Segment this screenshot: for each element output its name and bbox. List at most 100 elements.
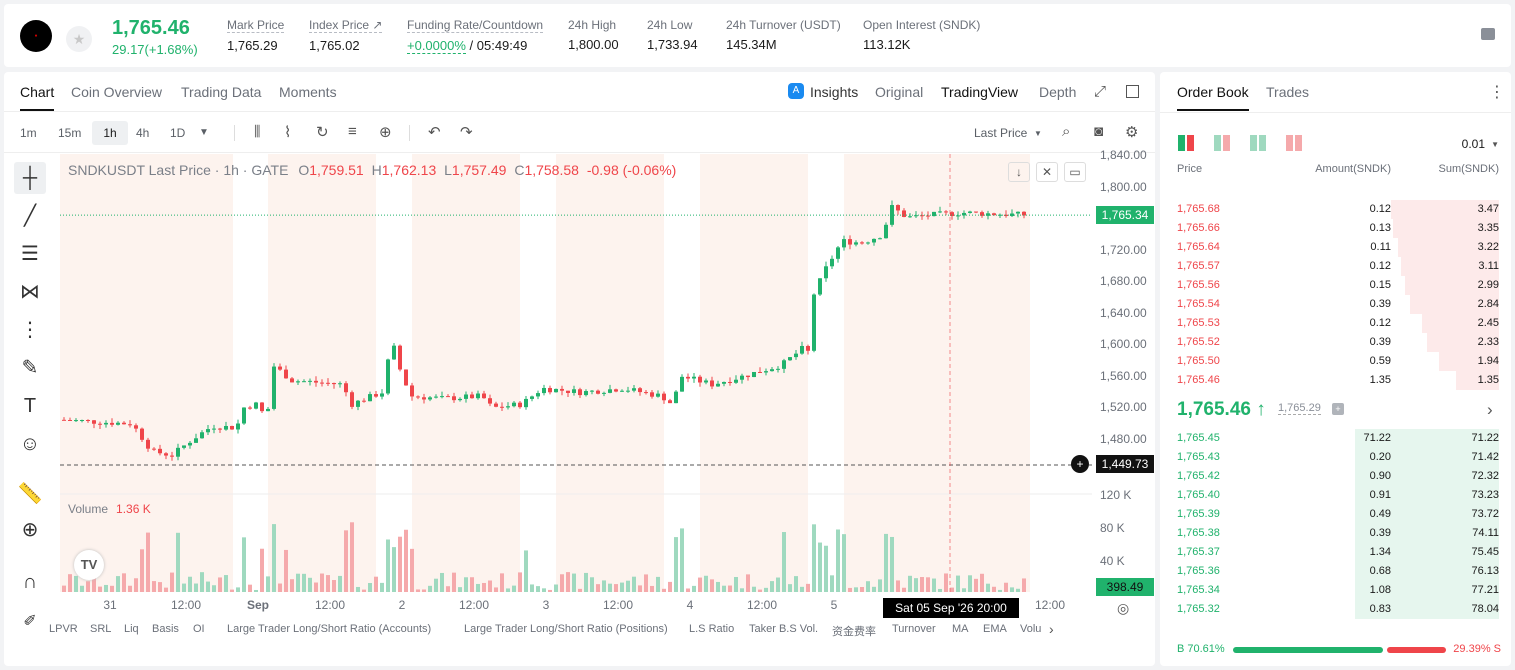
magnet-icon[interactable]: ∩ (22, 571, 38, 593)
favorite-star-icon[interactable]: ★ (66, 26, 92, 52)
indicator-item[interactable]: Large Trader Long/Short Ratio (Positions… (464, 623, 668, 635)
view-bids-icon[interactable] (1214, 135, 1230, 151)
indicator-item[interactable]: 资金费率 (832, 626, 876, 638)
bids-row[interactable]: 1,765.45 71.22 71.22 (1160, 429, 1511, 448)
price-type-select[interactable]: Last Price (974, 126, 1028, 140)
add-alert-icon[interactable]: + (1071, 455, 1089, 473)
volume-bar (410, 548, 414, 592)
crosshair-icon[interactable]: ┼ (14, 162, 46, 194)
bids-row[interactable]: 1,765.38 0.39 74.11 (1160, 524, 1511, 543)
tab-trading-data[interactable]: Trading Data (181, 84, 262, 100)
volume-bar (314, 582, 318, 592)
indicator-item[interactable]: Basis (152, 623, 179, 635)
text-icon[interactable]: T (23, 395, 37, 417)
bids-row[interactable]: 1,765.40 0.91 73.23 (1160, 486, 1511, 505)
stat-index-price[interactable]: Index Price ↗ 1,765.02 (309, 18, 383, 53)
tab-trades[interactable]: Trades (1266, 84, 1310, 100)
tab-depth[interactable]: Depth (1039, 84, 1077, 100)
add-indicator-icon[interactable]: ⊕ (379, 124, 392, 141)
expand-icon[interactable]: ⤢ (1094, 83, 1107, 100)
brush-icon[interactable]: ✎ (21, 357, 39, 379)
price-type-dropdown-icon[interactable]: ▼ (1034, 129, 1042, 138)
interval-4h[interactable]: 4h (136, 126, 150, 140)
asks-row[interactable]: 1,765.50 0.59 1.94 (1160, 352, 1511, 371)
zoom-in-icon[interactable]: ⊕ (21, 519, 39, 541)
ruler-icon[interactable]: 📏 (17, 483, 43, 505)
indicator-item[interactable]: SRL (90, 623, 112, 635)
view-both-icon[interactable] (1178, 135, 1194, 151)
bids-row[interactable]: 1,765.37 1.34 75.45 (1160, 543, 1511, 562)
view-buy-icon[interactable] (1250, 135, 1266, 151)
indicator-item[interactable]: LPVR (49, 623, 78, 635)
asks-row[interactable]: 1,765.57 0.12 3.11 (1160, 257, 1511, 276)
gear-icon[interactable]: ⚙ (1125, 124, 1139, 141)
trend-line-icon[interactable]: ╱ (23, 205, 37, 227)
interval-1d[interactable]: 1D (170, 126, 186, 140)
horizontal-lines-icon[interactable]: ☰ (21, 243, 39, 265)
bids-row[interactable]: 1,765.36 0.68 76.13 (1160, 562, 1511, 581)
fullscreen-icon[interactable]: ▭ (1064, 162, 1086, 182)
indicator-item[interactable]: Turnover (892, 623, 936, 635)
indicators-icon[interactable]: ⌇ (284, 124, 292, 141)
indicator-item[interactable]: Large Trader Long/Short Ratio (Accounts) (227, 623, 432, 635)
bids-row[interactable]: 1,765.39 0.49 73.72 (1160, 505, 1511, 524)
tab-insights[interactable]: Insights (810, 84, 859, 100)
asks-row[interactable]: 1,765.53 0.12 2.45 (1160, 314, 1511, 333)
asks-row[interactable]: 1,765.66 0.13 3.35 (1160, 219, 1511, 238)
precision-select[interactable]: 0.01 (1461, 137, 1485, 151)
more-icon[interactable]: ⋮ (1489, 84, 1505, 101)
asks-row[interactable]: 1,765.54 0.39 2.84 (1160, 295, 1511, 314)
candle-type-icon[interactable]: ⫼ (254, 123, 261, 139)
precision-dropdown-icon[interactable]: ▼ (1491, 140, 1499, 149)
tab-order-book[interactable]: Order Book (1177, 84, 1249, 111)
pencil-icon[interactable]: ✐ (23, 613, 37, 630)
undo-icon[interactable]: ↶ (428, 124, 441, 141)
bids-row[interactable]: 1,765.32 0.83 78.04 (1160, 600, 1511, 619)
view-asks-icon[interactable] (1286, 135, 1302, 151)
interval-15m[interactable]: 15m (58, 126, 82, 140)
interval-dropdown-icon[interactable]: ▼ (199, 127, 209, 138)
interval-1m[interactable]: 1m (20, 126, 37, 140)
emoji-icon[interactable]: ☺ (19, 433, 41, 455)
window-icon[interactable] (1126, 85, 1139, 98)
tab-tradingview[interactable]: TradingView (941, 84, 1019, 100)
asks-row[interactable]: 1,765.56 0.15 2.99 (1160, 276, 1511, 295)
collapse-icon[interactable]: ✕ (1036, 162, 1058, 182)
settings-list-icon[interactable]: ≡ (348, 123, 357, 140)
bids-row[interactable]: 1,765.43 0.20 71.42 (1160, 448, 1511, 467)
indicator-item[interactable]: Taker B.S Vol. (749, 623, 819, 635)
tab-moments[interactable]: Moments (279, 84, 337, 100)
guide-book-icon[interactable] (1481, 28, 1495, 40)
search-icon[interactable]: ⌕ (1062, 123, 1071, 140)
chevron-right-icon[interactable]: › (1049, 621, 1054, 637)
bids-row[interactable]: 1,765.34 1.08 77.21 (1160, 581, 1511, 600)
tab-original[interactable]: Original (875, 84, 924, 100)
asks-row[interactable]: 1,765.46 1.35 1.35 (1160, 371, 1511, 390)
tab-coin-overview[interactable]: Coin Overview (71, 84, 163, 100)
redo-icon[interactable]: ↷ (460, 124, 473, 141)
reset-axis-icon[interactable]: ◎ (1117, 600, 1130, 616)
refresh-icon[interactable]: ↻ (316, 124, 329, 141)
asks-row[interactable]: 1,765.68 0.12 3.47 (1160, 200, 1511, 219)
indicator-item[interactable]: Liq (124, 623, 139, 635)
indicator-item[interactable]: L.S Ratio (689, 623, 735, 635)
bids-row[interactable]: 1,765.42 0.90 72.32 (1160, 467, 1511, 486)
camera-icon[interactable]: ◙ (1094, 123, 1104, 140)
indicator-item[interactable]: EMA (983, 623, 1007, 635)
chevron-right-icon[interactable]: › (1487, 400, 1493, 419)
fib-icon[interactable]: ⋮ (20, 319, 40, 341)
asks-sum: 1.94 (1477, 355, 1499, 367)
asks-row[interactable]: 1,765.52 0.39 2.33 (1160, 333, 1511, 352)
volume-bar (692, 585, 696, 592)
scroll-down-icon[interactable]: ↓ (1008, 162, 1030, 182)
pattern-icon[interactable]: ⋈ (20, 281, 40, 303)
interval-1h[interactable]: 1h (92, 121, 128, 145)
asks-price: 1,765.46 (1177, 374, 1220, 386)
asks-row[interactable]: 1,765.64 0.11 3.22 (1160, 238, 1511, 257)
volume-bar (596, 584, 600, 592)
candlestick-chart[interactable] (60, 154, 1092, 592)
indicator-item[interactable]: Volu (1020, 623, 1042, 635)
tab-chart[interactable]: Chart (20, 84, 55, 111)
indicator-item[interactable]: MA (952, 623, 969, 635)
indicator-item[interactable]: OI (193, 623, 205, 635)
